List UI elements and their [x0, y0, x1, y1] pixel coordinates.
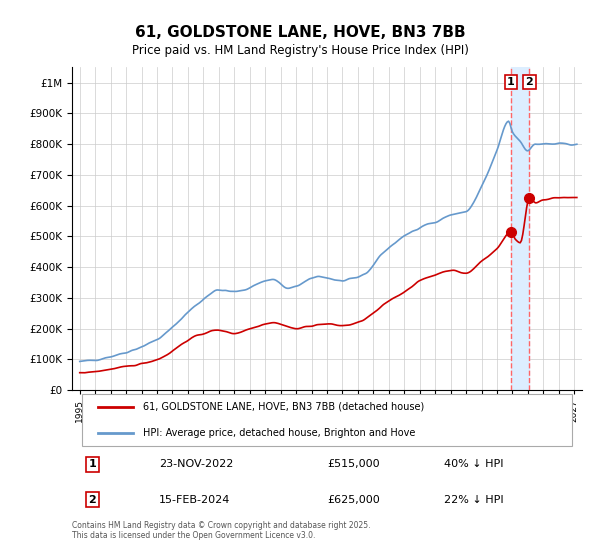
Text: Price paid vs. HM Land Registry's House Price Index (HPI): Price paid vs. HM Land Registry's House … [131, 44, 469, 57]
Text: 1: 1 [507, 77, 515, 87]
Text: 23-NOV-2022: 23-NOV-2022 [158, 459, 233, 469]
FancyBboxPatch shape [82, 394, 572, 446]
Text: 61, GOLDSTONE LANE, HOVE, BN3 7BB (detached house): 61, GOLDSTONE LANE, HOVE, BN3 7BB (detac… [143, 402, 425, 412]
Text: 22% ↓ HPI: 22% ↓ HPI [444, 494, 504, 505]
Text: 61, GOLDSTONE LANE, HOVE, BN3 7BB: 61, GOLDSTONE LANE, HOVE, BN3 7BB [134, 25, 466, 40]
Text: £515,000: £515,000 [327, 459, 380, 469]
Text: 40% ↓ HPI: 40% ↓ HPI [444, 459, 504, 469]
Text: HPI: Average price, detached house, Brighton and Hove: HPI: Average price, detached house, Brig… [143, 427, 416, 437]
Bar [511, 67, 529, 390]
Text: 2: 2 [89, 494, 96, 505]
Text: 2: 2 [526, 77, 533, 87]
Text: £625,000: £625,000 [327, 494, 380, 505]
Text: 15-FEB-2024: 15-FEB-2024 [158, 494, 230, 505]
Text: Contains HM Land Registry data © Crown copyright and database right 2025.
This d: Contains HM Land Registry data © Crown c… [72, 521, 371, 540]
Text: 1: 1 [89, 459, 96, 469]
